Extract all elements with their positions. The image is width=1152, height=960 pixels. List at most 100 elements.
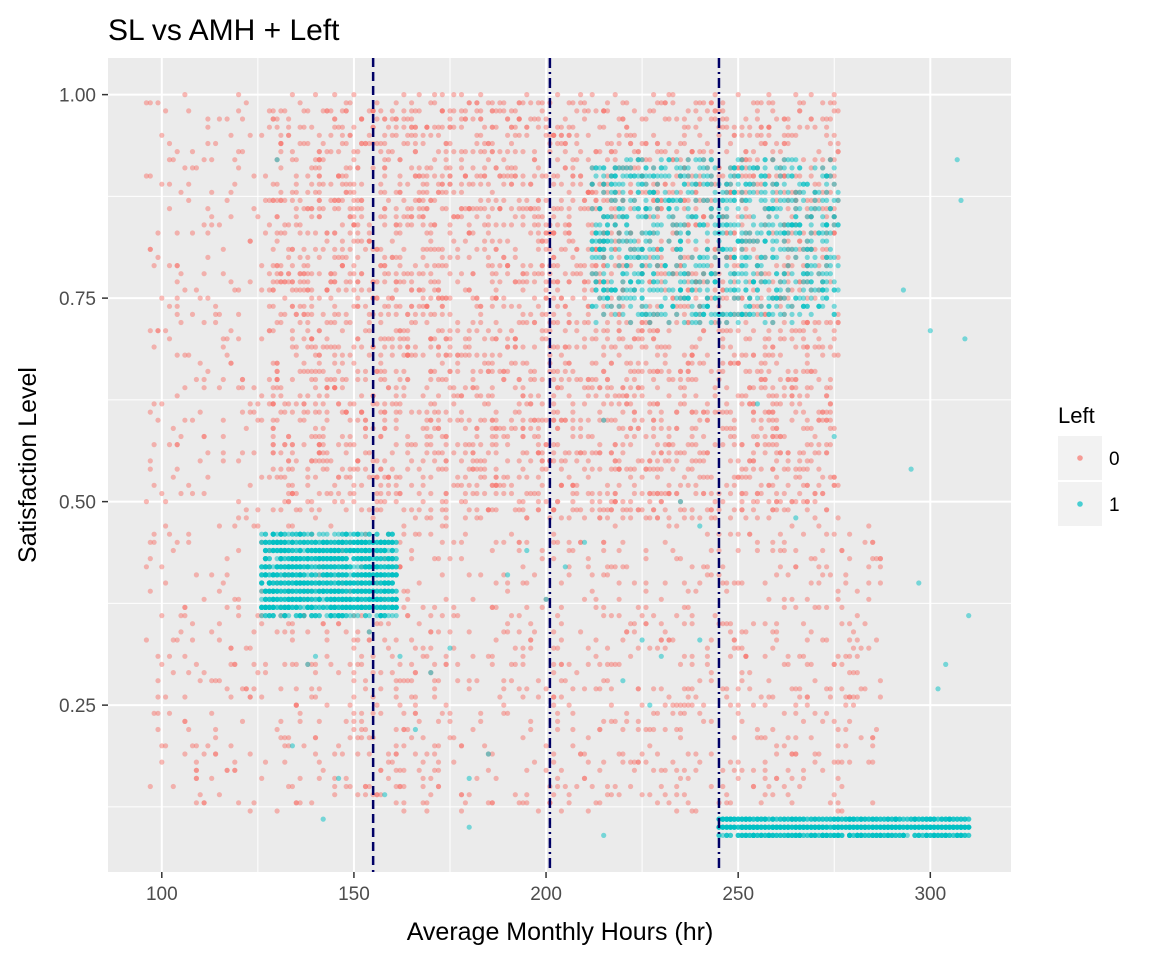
data-point bbox=[328, 108, 334, 114]
data-point bbox=[278, 474, 284, 480]
data-point bbox=[501, 181, 507, 187]
data-point bbox=[516, 279, 522, 285]
data-point bbox=[435, 450, 442, 456]
data-point bbox=[309, 376, 315, 383]
data-point bbox=[163, 499, 169, 505]
data-point bbox=[543, 336, 549, 342]
data-point bbox=[343, 254, 349, 260]
data-point bbox=[351, 287, 357, 293]
data-point bbox=[516, 197, 522, 203]
data-point bbox=[816, 197, 822, 203]
data-point bbox=[543, 116, 549, 122]
data-point bbox=[578, 433, 584, 440]
data-point bbox=[224, 556, 230, 562]
data-point bbox=[816, 319, 822, 326]
data-point bbox=[808, 197, 814, 203]
data-point bbox=[305, 393, 311, 399]
data-point bbox=[539, 482, 545, 488]
data-point bbox=[428, 507, 434, 513]
data-point bbox=[278, 263, 284, 269]
data-point bbox=[320, 767, 326, 773]
data-point bbox=[508, 678, 515, 684]
data-point bbox=[489, 417, 495, 423]
data-point bbox=[389, 653, 395, 659]
data-point bbox=[424, 515, 430, 521]
data-point bbox=[628, 360, 634, 366]
data-point bbox=[574, 246, 580, 252]
data-point bbox=[470, 230, 476, 236]
data-point bbox=[766, 596, 772, 602]
data-point bbox=[359, 718, 365, 725]
data-point bbox=[497, 328, 503, 334]
data-point bbox=[735, 580, 741, 586]
data-point bbox=[589, 507, 595, 513]
data-point bbox=[489, 385, 495, 391]
data-point bbox=[462, 499, 468, 505]
data-point bbox=[359, 214, 365, 220]
data-point bbox=[274, 376, 280, 383]
data-point bbox=[351, 197, 357, 203]
data-point bbox=[647, 743, 653, 749]
data-point bbox=[424, 173, 430, 179]
data-point bbox=[693, 393, 699, 399]
data-point bbox=[743, 629, 749, 635]
data-point bbox=[462, 344, 468, 350]
data-point bbox=[551, 661, 557, 668]
data-point bbox=[608, 206, 615, 212]
data-point bbox=[455, 279, 461, 285]
data-point bbox=[474, 425, 480, 431]
data-point bbox=[816, 344, 822, 350]
data-point bbox=[478, 442, 484, 448]
data-point bbox=[508, 328, 515, 334]
data-point bbox=[316, 450, 322, 456]
data-point bbox=[543, 173, 549, 179]
data-point bbox=[186, 181, 192, 187]
data-point bbox=[286, 621, 292, 627]
data-point bbox=[762, 376, 768, 383]
data-point bbox=[239, 718, 246, 725]
data-point bbox=[209, 572, 215, 578]
data-point bbox=[378, 499, 384, 505]
data-point bbox=[228, 743, 234, 749]
data-point bbox=[643, 515, 649, 521]
data-point bbox=[793, 466, 799, 472]
data-point bbox=[727, 140, 734, 147]
data-point bbox=[854, 694, 860, 700]
data-point bbox=[205, 368, 211, 374]
data-point bbox=[378, 507, 384, 513]
data-point bbox=[435, 393, 442, 399]
data-point bbox=[555, 442, 561, 448]
data-point bbox=[305, 499, 311, 505]
data-point bbox=[597, 417, 603, 423]
data-point bbox=[820, 718, 826, 725]
data-point bbox=[727, 328, 734, 334]
data-point bbox=[639, 490, 645, 497]
data-point bbox=[754, 368, 761, 374]
data-point bbox=[516, 132, 522, 138]
data-point bbox=[731, 482, 737, 488]
data-point bbox=[424, 385, 430, 391]
data-point bbox=[724, 621, 730, 627]
data-point bbox=[343, 173, 349, 179]
data-point bbox=[493, 580, 499, 586]
data-point bbox=[689, 808, 695, 814]
data-point bbox=[455, 661, 461, 668]
data-point bbox=[697, 100, 703, 106]
data-point bbox=[797, 108, 803, 114]
data-point bbox=[324, 450, 330, 456]
data-point bbox=[785, 450, 791, 456]
data-point bbox=[747, 157, 753, 163]
data-point bbox=[662, 702, 668, 708]
data-point bbox=[585, 108, 591, 114]
data-point bbox=[516, 206, 522, 212]
data-point bbox=[435, 678, 442, 684]
data-point bbox=[620, 100, 626, 106]
data-point bbox=[409, 735, 415, 741]
data-point bbox=[297, 417, 303, 423]
data-point bbox=[754, 100, 761, 106]
data-point bbox=[689, 344, 695, 350]
data-point bbox=[831, 173, 837, 179]
data-point bbox=[639, 507, 645, 513]
data-point bbox=[382, 140, 388, 147]
data-point bbox=[628, 189, 634, 195]
